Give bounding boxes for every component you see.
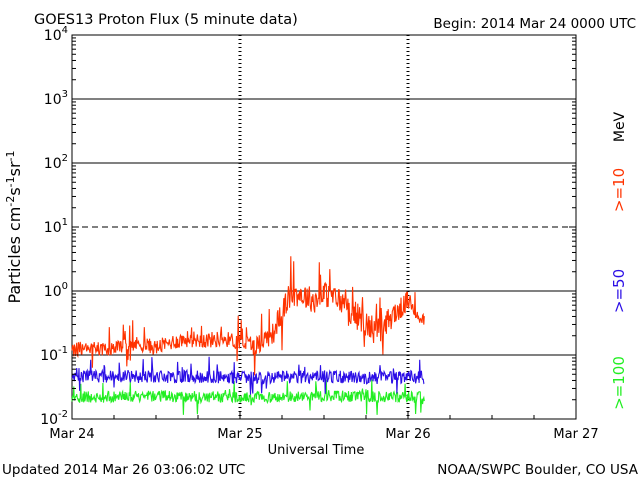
source-credit: NOAA/SWPC Boulder, CO USA [437, 462, 639, 478]
x-tick-label: Mar 24 [49, 427, 94, 442]
y-axis: 10-2 10-1 100 101 102 103 104 [40, 25, 576, 428]
series-line-ge50 [71, 356, 425, 395]
day-dividers [238, 35, 410, 419]
threshold-lines [72, 98, 576, 356]
legend-entry-ge10: >=10 [610, 168, 628, 212]
legend-entry-ge100: >=100 [610, 356, 628, 410]
x-tick-label: Mar 27 [553, 427, 598, 442]
x-axis: Mar 24 Mar 25 Mar 26 Mar 27 [49, 411, 599, 442]
y-tick-label: 103 [44, 89, 68, 108]
x-tick-label: Mar 25 [217, 427, 262, 442]
chart-title: GOES13 Proton Flux (5 minute data) [34, 12, 298, 28]
y-tick-label: 101 [44, 217, 68, 236]
y-tick-label: 102 [44, 153, 68, 172]
y-tick-label: 104 [44, 25, 68, 44]
series-line-ge100 [71, 379, 425, 415]
legend-unit: MeV [612, 111, 628, 142]
y-tick-label: 100 [44, 281, 68, 300]
series-line-ge10 [71, 256, 425, 376]
y-axis-title: Particles cm-2s-1sr-1 [4, 150, 24, 303]
data-series [71, 256, 425, 415]
updated-timestamp: Updated 2014 Mar 26 03:06:02 UTC [2, 462, 245, 478]
y-tick-label: 10-2 [40, 409, 68, 428]
x-axis-title: Universal Time [268, 443, 365, 458]
legend-entry-ge50: >=50 [610, 269, 628, 313]
y-tick-label: 10-1 [40, 345, 68, 364]
x-tick-label: Mar 26 [385, 427, 430, 442]
begin-date-label: Begin: 2014 Mar 24 0000 UTC [433, 16, 636, 32]
